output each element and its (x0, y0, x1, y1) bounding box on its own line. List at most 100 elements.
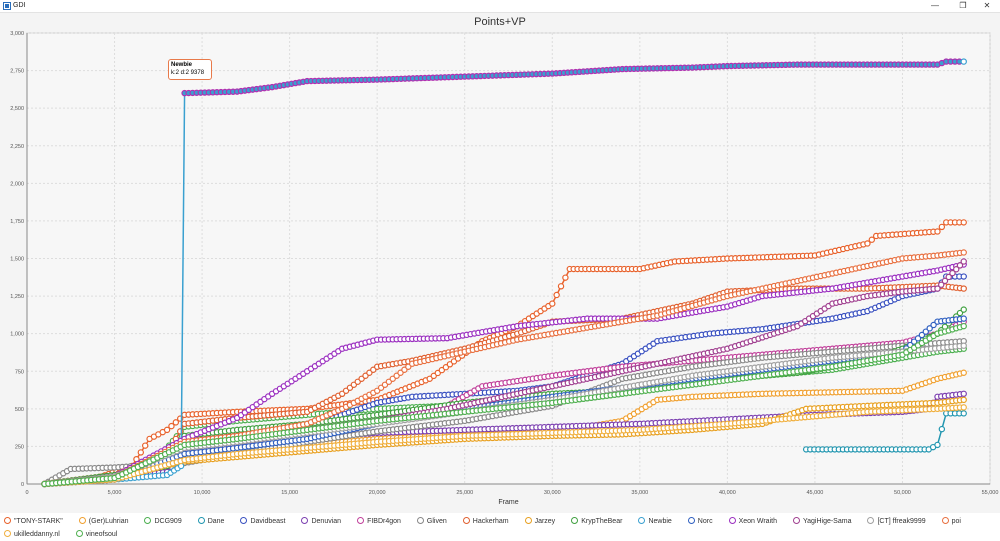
data-point[interactable] (938, 425, 946, 433)
close-button[interactable]: ✕ (983, 1, 991, 10)
legend-marker-icon (687, 517, 695, 524)
legend-marker-icon (792, 517, 800, 524)
legend-item[interactable]: Newbie (638, 517, 672, 526)
x-tick-label: 5,000 (108, 490, 122, 496)
legend-marker-icon (462, 517, 470, 524)
data-point[interactable] (934, 228, 941, 235)
data-point[interactable] (960, 249, 967, 256)
legend-item[interactable]: Hackerham (462, 517, 509, 526)
legend-label: Xeon Wraith (738, 518, 777, 525)
data-point[interactable] (163, 426, 171, 434)
x-tick-label: 30,000 (544, 490, 561, 496)
data-point[interactable] (549, 300, 556, 307)
x-tick-label: 20,000 (369, 490, 386, 496)
legend-marker-icon (571, 517, 579, 524)
legend-item[interactable]: YagiHige-Sama (792, 517, 852, 526)
legend-marker-icon (867, 517, 875, 524)
legend-label: Jarzey (534, 518, 556, 525)
data-point[interactable] (960, 404, 967, 411)
y-tick-label: 1,500 (10, 257, 24, 263)
legend-marker-icon (728, 517, 736, 524)
data-point[interactable] (172, 419, 180, 426)
data-point[interactable] (557, 283, 565, 290)
data-point[interactable] (960, 390, 967, 397)
line-chart: 0 250 500 750 1,000 1,250 1,500 1,750 2,000 2,250… (10, 31, 999, 506)
y-tick-label: 1,000 (10, 332, 24, 338)
data-point[interactable] (960, 285, 967, 292)
legend-item[interactable]: DCG909 (144, 517, 182, 526)
legend-label: (Ger)Luhrian (88, 518, 129, 525)
x-tick-label: 40,000 (719, 490, 736, 496)
legend-item[interactable]: Dane (197, 517, 225, 526)
legend-marker-icon (4, 517, 11, 524)
chart-title: Points+VP (474, 16, 526, 28)
y-tick-label: 1,750 (10, 219, 24, 225)
legend-marker-icon (301, 517, 309, 524)
legend-marker-icon (416, 517, 424, 524)
legend-label: [CT] ffreak9999 (877, 518, 926, 525)
data-point[interactable] (868, 236, 876, 243)
legend-label: Newbie (648, 518, 672, 525)
legend-item[interactable]: Norc (687, 517, 713, 526)
minimize-button[interactable]: — (931, 1, 939, 10)
legend-item[interactable]: Jarzey (524, 517, 556, 526)
data-point[interactable] (960, 219, 967, 226)
data-point[interactable] (938, 223, 946, 231)
data-point[interactable] (168, 422, 175, 430)
legend-item[interactable]: [CT] ffreak9999 (867, 517, 926, 526)
legend-item[interactable]: (Ger)Luhrian (78, 517, 129, 526)
legend-item[interactable]: "TONY-STARK" (4, 517, 63, 526)
legend-label: Dane (207, 518, 225, 525)
data-point[interactable] (553, 291, 560, 299)
x-tick-label: 55,000 (982, 490, 999, 496)
data-point[interactable] (960, 322, 967, 330)
data-point[interactable] (934, 441, 941, 449)
data-point[interactable] (960, 342, 967, 349)
window-title: GDI (13, 2, 26, 9)
legend-marker-icon (357, 517, 365, 524)
data-point[interactable] (137, 449, 145, 456)
legend-marker-icon (144, 517, 152, 524)
legend-marker-icon (524, 517, 532, 524)
data-point[interactable] (960, 315, 967, 322)
legend-item[interactable]: Davidbeast (240, 517, 285, 526)
legend-marker-icon (75, 530, 83, 537)
data-point[interactable] (960, 273, 967, 280)
y-tick-label: 2,250 (10, 144, 24, 150)
legend-item[interactable]: ukilleddanny.nl (4, 530, 60, 539)
x-axis-label: Frame (498, 499, 518, 506)
y-tick-label: 2,750 (10, 69, 24, 75)
legend-label: YagiHige-Sama (802, 518, 852, 525)
legend-item[interactable]: Gliven (416, 517, 447, 526)
data-point[interactable] (141, 442, 149, 449)
legend-item[interactable]: KrypTheBear (571, 517, 622, 526)
x-tick-label: 50,000 (894, 490, 911, 496)
legend-marker-icon (638, 517, 646, 524)
data-point[interactable] (960, 396, 967, 404)
data-point[interactable] (960, 410, 967, 417)
legend-marker-icon (197, 517, 205, 524)
legend-label: FIBDr4gon (367, 518, 401, 525)
chart-legend: "TONY-STARK" (Ger)Luhrian DCG909 Dane Davidb… (0, 513, 1000, 541)
data-point[interactable] (864, 240, 871, 247)
tooltip-text: k:2 d:2 9378 (171, 70, 205, 76)
legend-item[interactable]: poi (941, 517, 961, 526)
y-tick-label: 250 (15, 444, 24, 450)
data-point[interactable] (562, 274, 569, 281)
data-point[interactable] (960, 258, 967, 265)
legend-marker-icon (4, 530, 11, 537)
data-point[interactable] (960, 58, 967, 65)
legend-item[interactable]: Xeon Wraith (728, 517, 777, 526)
legend-item[interactable]: vineofsoul (75, 530, 117, 539)
data-point[interactable] (960, 306, 967, 313)
legend-item[interactable]: FIBDr4gon (357, 517, 401, 526)
data-point[interactable] (960, 369, 967, 376)
y-tick-label: 0 (21, 482, 24, 488)
legend-label: DCG909 (154, 518, 182, 525)
legend-item[interactable]: Denuvian (301, 517, 341, 526)
x-tick-label: 15,000 (281, 490, 298, 496)
y-tick-label: 1,250 (10, 294, 24, 300)
legend-label: Denuvian (311, 518, 342, 525)
maximize-button[interactable]: ❐ (959, 1, 967, 10)
x-tick-label: 25,000 (456, 490, 473, 496)
